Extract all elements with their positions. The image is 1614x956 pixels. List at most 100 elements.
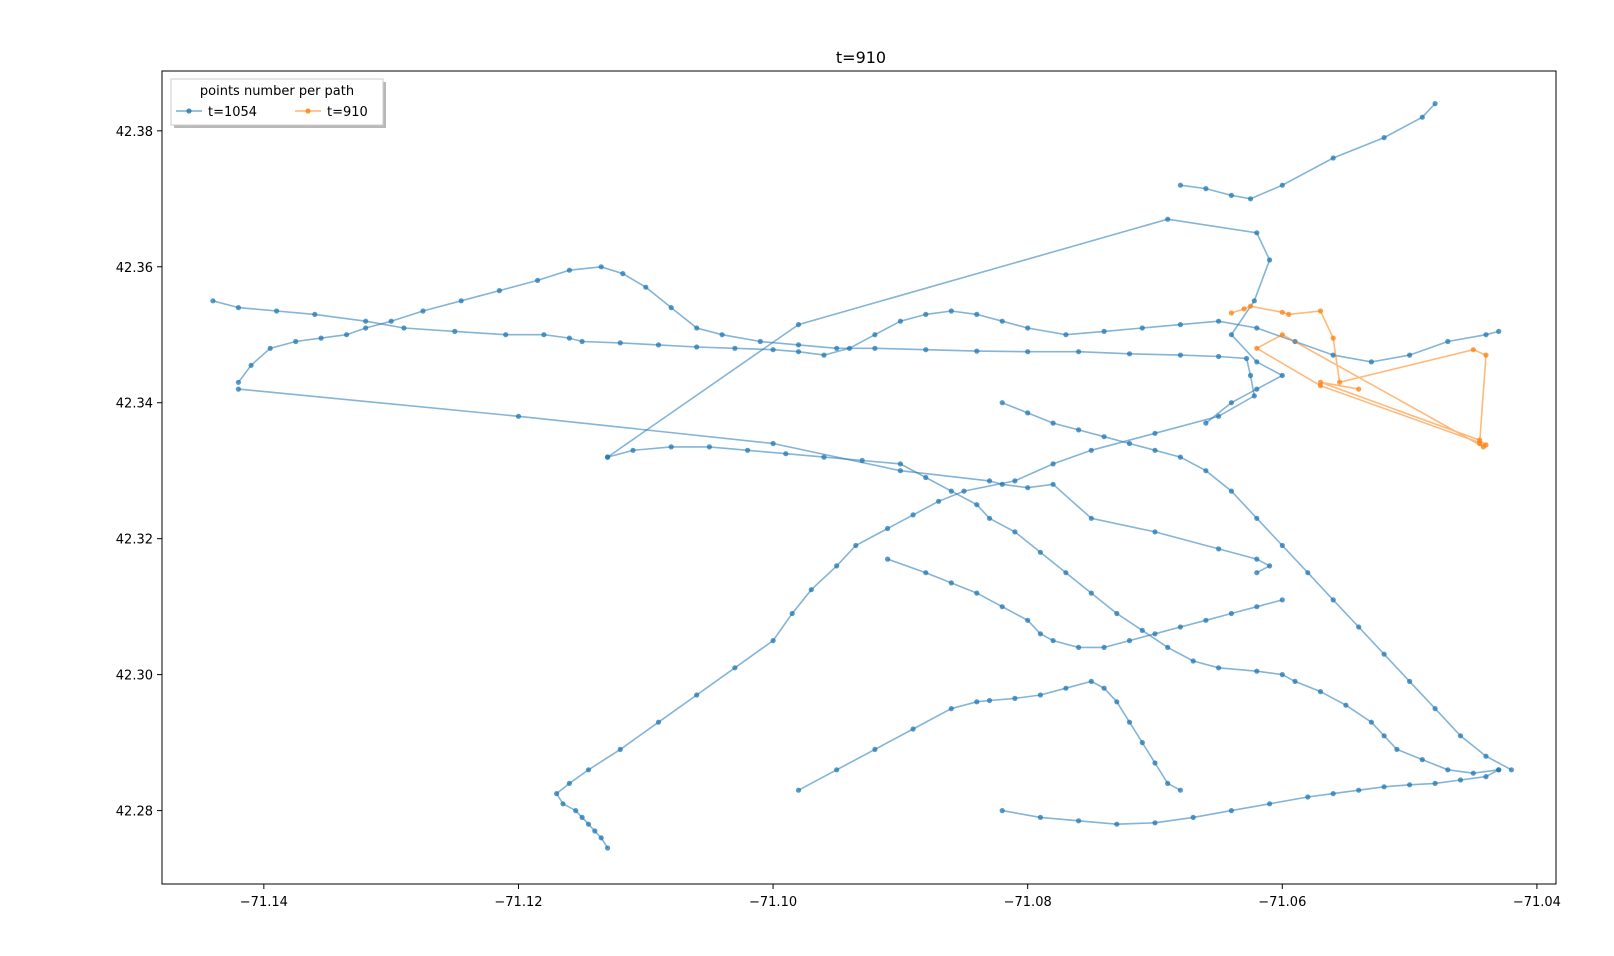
series-2-point [986, 515, 993, 521]
series-t910-line [1231, 305, 1487, 448]
series-1-point [732, 345, 738, 351]
series-1-point [1254, 325, 1260, 331]
series-2-point [1279, 672, 1285, 678]
series-2-point [1190, 658, 1196, 664]
series-3-point [1483, 753, 1489, 759]
series-t910-point [1241, 306, 1247, 312]
series-7-point [1247, 196, 1254, 202]
series-6-point [1165, 216, 1171, 222]
series-0-point [458, 298, 464, 304]
series-2-point [783, 451, 789, 457]
series-3-point [1457, 733, 1464, 739]
series-1-point [312, 311, 318, 317]
series-9-point [1050, 638, 1056, 644]
series-0-point [1247, 372, 1254, 379]
series-0-point [566, 780, 573, 787]
y-axis: 42.28 42.30 42.32 42.34 42.36 42.38 [116, 125, 162, 820]
series-2-point [821, 454, 827, 460]
series-6-point [1267, 257, 1273, 263]
series-1-point [274, 308, 280, 314]
series-4-point [999, 808, 1005, 814]
series-5-point [1037, 692, 1043, 698]
series-0-point [872, 345, 878, 351]
series-9-point [923, 570, 929, 576]
x-tick-label: −71.06 [1258, 895, 1306, 910]
series-0-point [1012, 478, 1018, 484]
series-4-point [1267, 801, 1273, 807]
series-8-point [1254, 556, 1260, 562]
y-tick-label: 42.32 [116, 533, 153, 548]
series-0-point [1076, 349, 1082, 355]
y-tick-label: 42.36 [116, 261, 153, 276]
series-3-point [1126, 440, 1133, 447]
series-9-point [1076, 644, 1082, 651]
series-2-point [1368, 719, 1374, 725]
series-t910-point [1286, 311, 1292, 317]
series-8-point [897, 468, 904, 474]
series-5-point [1139, 740, 1145, 746]
series-5-point [974, 699, 980, 705]
series-3-point [1101, 434, 1107, 440]
legend-items: t=1054 t=910 [176, 105, 368, 120]
series-4-point [1190, 814, 1196, 821]
series-0-point [694, 325, 700, 331]
series-9-point [1037, 631, 1043, 637]
series-0-point [923, 347, 929, 353]
series-t910-point [1279, 309, 1285, 315]
series-4-point [1076, 818, 1082, 824]
series-1-point [897, 318, 904, 324]
series-4-point [1152, 820, 1158, 826]
series-6-point [795, 322, 802, 328]
series-4-line [1002, 769, 1500, 826]
series-3-point [1076, 427, 1082, 433]
series-2-point [1216, 665, 1222, 671]
series-3-point [1407, 678, 1413, 685]
series-5-point [1088, 678, 1094, 685]
series-3-point [1025, 410, 1031, 416]
series-0-point [344, 332, 350, 338]
series-8-point [1267, 563, 1273, 569]
series-1-point [923, 311, 929, 317]
series-1-point [1063, 332, 1069, 338]
series-4-point [1037, 814, 1043, 821]
series-2-point [1088, 590, 1094, 596]
series-7-point [1330, 155, 1336, 161]
series-6-point [1254, 359, 1260, 365]
series-4-point [1457, 777, 1464, 783]
series-3-point [1050, 420, 1056, 426]
series-1-point [401, 325, 407, 331]
series-0-point [643, 284, 649, 290]
series-0-point [668, 305, 674, 311]
series-0-point [757, 338, 763, 345]
series-0-point [620, 271, 626, 277]
series-8-line [238, 388, 1272, 574]
series-t910-point [1330, 335, 1336, 341]
series-0-point [585, 821, 592, 827]
series-1-point [452, 328, 458, 334]
series-7-line [1180, 103, 1436, 200]
series-0-point [1177, 352, 1183, 358]
series-1-point [210, 298, 216, 304]
series-3-point [1152, 447, 1158, 453]
series-1-point [1368, 359, 1374, 365]
x-tick-label: −71.14 [240, 895, 288, 910]
series-3-point [999, 400, 1005, 406]
series-2-point [1063, 570, 1069, 576]
series-5-point [1063, 685, 1069, 691]
series-1-point [974, 311, 980, 317]
series-9-point [885, 556, 891, 562]
series-4-point [1381, 784, 1387, 790]
series-0-point [579, 814, 585, 821]
series-0-point [235, 379, 241, 385]
series-3-point [1254, 515, 1260, 521]
series-2-point [1037, 549, 1043, 555]
series-5-point [1101, 685, 1107, 691]
series-6-point [1203, 420, 1209, 426]
series-3-point [1432, 706, 1438, 712]
series-0-point [420, 308, 426, 314]
series-1-point [770, 347, 776, 353]
series-0-point [1251, 393, 1257, 399]
series-2-point [1470, 770, 1476, 776]
series-5-point [1114, 699, 1120, 705]
series-7-point [1419, 114, 1425, 120]
